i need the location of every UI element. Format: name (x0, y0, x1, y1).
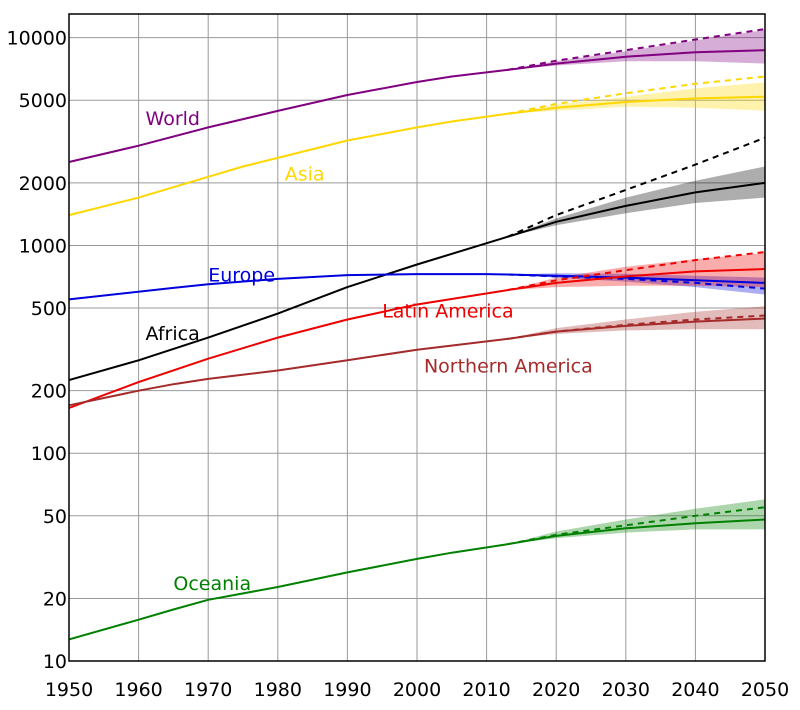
x-tick-label-2040: 2040 (671, 679, 719, 701)
y-tick-label-50: 50 (43, 506, 67, 528)
oceania-historical-line (68, 543, 508, 641)
africa-median-projection-line (507, 181, 766, 238)
asia-high-projection-line (507, 75, 766, 115)
x-tick-label-1990: 1990 (323, 679, 371, 701)
northern-america-median-projection-line (507, 317, 766, 340)
y-tick-label-2000: 2000 (19, 173, 67, 195)
y-tick-label-5000: 5000 (19, 90, 67, 112)
x-tick-label-2000: 2000 (393, 679, 441, 701)
y-tick-label-1000: 1000 (19, 235, 67, 257)
y-tick-label-20: 20 (43, 588, 67, 610)
world-median-projection-line (507, 49, 766, 71)
x-tick-label-1980: 1980 (254, 679, 302, 701)
x-tick-label-1970: 1970 (184, 679, 232, 701)
x-tick-label-2050: 2050 (741, 679, 789, 701)
latin-america-median-projection-line (507, 268, 766, 292)
world-label: World (146, 108, 200, 130)
africa-projection-band (507, 166, 765, 237)
northern-america-label: Northern America (424, 355, 593, 377)
asia-median-projection-line (507, 95, 766, 115)
y-tick-label-10000: 10000 (7, 28, 67, 50)
x-tick-label-2020: 2020 (532, 679, 580, 701)
oceania-median-projection-line (507, 518, 766, 546)
y-tick-label-500: 500 (31, 298, 67, 320)
world-projection-band (507, 29, 765, 70)
oceania-high-projection-line (507, 506, 766, 546)
northern-america-high-projection-line (507, 314, 766, 340)
africa-historical-line (68, 235, 508, 382)
latin-america-historical-line (68, 289, 508, 409)
projection-bands (507, 29, 765, 545)
y-tick-label-200: 200 (31, 381, 67, 403)
africa-high-projection-line (507, 136, 766, 238)
x-tick-label-2030: 2030 (602, 679, 650, 701)
northern-america-historical-line (68, 337, 508, 407)
oceania-label: Oceania (173, 573, 251, 595)
europe-median-projection-line (507, 273, 766, 284)
y-tick-label-10: 10 (43, 651, 67, 673)
europe-label: Europe (208, 265, 275, 287)
tick-labels: 1950 1960 1970 1980 1990 2000 2010 2020 2030 2040… (7, 28, 790, 701)
plot-frame (68, 13, 766, 662)
x-tick-label-1960: 1960 (114, 679, 162, 701)
oceania-projection-band (507, 499, 765, 545)
europe-high-projection-line (507, 273, 766, 290)
series-labels: World Asia Africa Europe Latin America Northe… (146, 108, 593, 595)
x-tick-label-1950: 1950 (45, 679, 93, 701)
latin-america-high-projection-line (507, 251, 766, 292)
series-lines (68, 28, 766, 641)
world-high-projection-line (507, 28, 766, 71)
y-tick-label-100: 100 (31, 443, 67, 465)
x-tick-label-2010: 2010 (462, 679, 510, 701)
europe-projection-band (507, 273, 765, 295)
asia-historical-line (68, 112, 508, 217)
latin-america-label: Latin America (382, 301, 513, 323)
asia-label: Asia (285, 164, 325, 186)
europe-historical-line (68, 273, 508, 301)
africa-label: Africa (146, 323, 200, 345)
world-historical-line (68, 68, 508, 163)
